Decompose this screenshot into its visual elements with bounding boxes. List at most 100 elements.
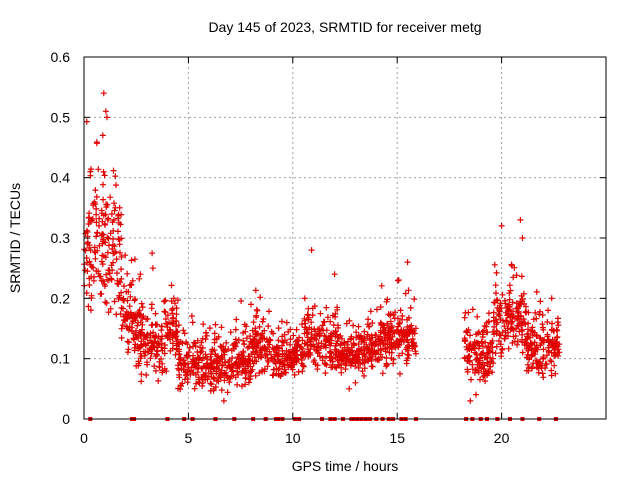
data-point: [209, 346, 216, 353]
data-point: [103, 300, 110, 306]
data-point: [217, 374, 224, 381]
data-point: [299, 368, 306, 375]
data-point: [243, 323, 250, 330]
data-point: [268, 351, 274, 358]
data-point: [405, 287, 412, 294]
data-point: [391, 315, 398, 322]
data-point: [185, 353, 191, 360]
data-point: [198, 339, 205, 346]
data-point: [529, 346, 535, 353]
data-point: [482, 378, 489, 385]
data-point: [117, 249, 123, 256]
data-point: [156, 363, 163, 370]
data-point: [400, 338, 407, 345]
data-point: [234, 368, 241, 375]
data-point: [167, 327, 174, 334]
data-point: [101, 172, 108, 179]
data-point: [374, 356, 381, 363]
data-point: [118, 254, 125, 260]
data-point: [503, 318, 510, 325]
data-point: [533, 332, 540, 338]
data-point: [387, 325, 394, 332]
data-point: [298, 360, 305, 367]
data-point: [150, 329, 157, 336]
data-point: [218, 324, 225, 331]
data-point: [208, 370, 215, 377]
data-point: [198, 348, 205, 355]
data-point: [479, 343, 486, 350]
data-point: [481, 327, 487, 334]
data-point: [159, 347, 166, 354]
data-point: [512, 333, 519, 339]
data-point: [328, 349, 334, 356]
data-point: [548, 367, 555, 374]
data-point: [123, 288, 130, 295]
data-point: [243, 335, 250, 342]
data-point: [524, 361, 531, 368]
data-point: [539, 312, 546, 318]
x-tick-label: 15: [389, 430, 405, 446]
data-point: [206, 325, 213, 332]
data-point: [328, 330, 335, 337]
data-point: [126, 303, 133, 310]
data-point: [214, 359, 221, 366]
data-point: [514, 310, 521, 316]
data-point: [283, 319, 290, 326]
data-point: [133, 313, 140, 320]
data-point: [518, 328, 525, 334]
data-point: [544, 352, 550, 359]
data-point: [364, 345, 371, 352]
data-point: [252, 372, 259, 379]
data-point: [213, 335, 220, 342]
data-point: [93, 268, 100, 274]
data-point: [250, 319, 257, 326]
data-point: [227, 375, 234, 382]
data-point: [510, 313, 517, 320]
data-point: [463, 328, 470, 334]
data-point: [253, 314, 260, 321]
data-point: [535, 365, 542, 372]
data-point: [274, 358, 281, 364]
data-point: [316, 330, 323, 337]
data-point: [329, 355, 336, 362]
data-point: [540, 374, 547, 381]
data-point: [379, 337, 385, 344]
data-point: [549, 336, 556, 343]
data-point: [492, 350, 499, 357]
data-point: [138, 371, 145, 378]
data-point: [112, 204, 119, 211]
data-point: [152, 310, 159, 317]
data-point: [132, 296, 139, 303]
data-point: [311, 357, 318, 364]
data-point: [469, 306, 476, 313]
data-point: [477, 376, 483, 383]
data-point: [481, 323, 488, 329]
data-point: [281, 331, 288, 338]
data-point: [514, 341, 521, 348]
data-point: [155, 377, 162, 384]
data-point: [523, 367, 530, 374]
axes: 0 5 10 15 20 0 0.1 0.2 0.3 0.4 0.5 0.6: [51, 49, 606, 446]
data-point: [505, 333, 512, 340]
data-point: [111, 200, 117, 207]
data-point: [525, 326, 531, 333]
data-point: [178, 366, 185, 373]
data-point: [487, 340, 494, 347]
data-point: [544, 319, 551, 325]
data-point: [532, 309, 539, 316]
data-point: [545, 347, 552, 354]
data-point: [87, 261, 94, 268]
data-point: [496, 331, 503, 338]
data-point: [98, 277, 105, 284]
data-point: [367, 337, 374, 343]
data-point: [238, 298, 245, 304]
data-point: [147, 355, 154, 362]
data-point: [207, 380, 214, 387]
data-point: [240, 349, 247, 356]
data-point: [189, 360, 196, 367]
data-point: [116, 294, 123, 301]
data-point: [361, 328, 368, 335]
data-point: [249, 366, 256, 373]
x-tick-label: 20: [494, 430, 510, 446]
data-point: [518, 273, 525, 280]
